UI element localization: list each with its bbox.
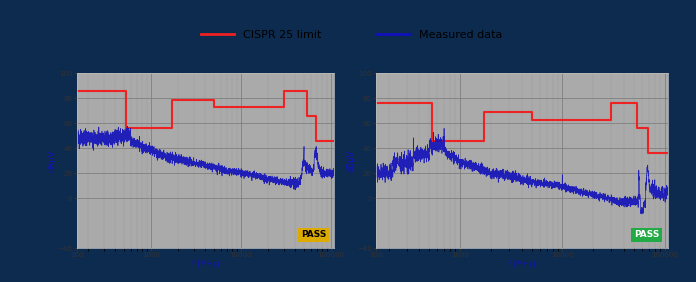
Y-axis label: dBµV: dBµV (47, 149, 56, 172)
X-axis label: f (MHz): f (MHz) (191, 260, 219, 269)
Y-axis label: dBµV: dBµV (347, 149, 356, 172)
Text: PASS: PASS (634, 230, 659, 239)
Legend: CISPR 25 limit, Measured data: CISPR 25 limit, Measured data (197, 27, 506, 44)
X-axis label: f (MHz): f (MHz) (508, 260, 536, 269)
Text: PASS: PASS (301, 230, 326, 239)
